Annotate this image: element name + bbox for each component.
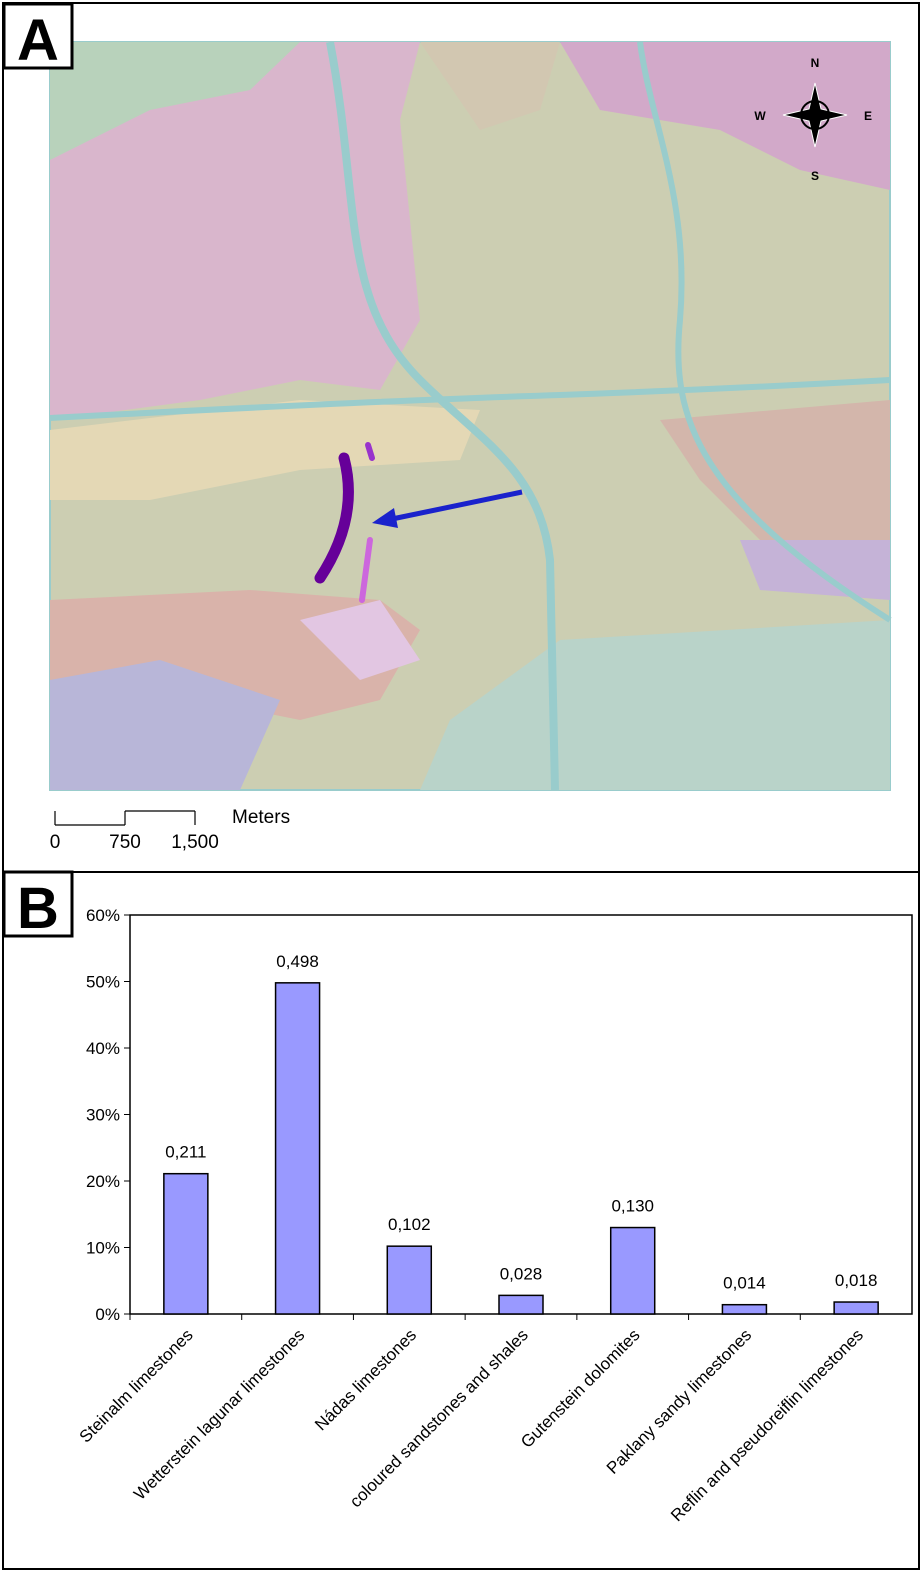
bar xyxy=(387,1246,431,1314)
y-tick-label: 50% xyxy=(86,973,120,992)
bar xyxy=(611,1228,655,1314)
data-label: 0,211 xyxy=(165,1143,206,1162)
bar xyxy=(722,1305,766,1314)
bar xyxy=(164,1174,208,1314)
plot-area xyxy=(130,915,912,1314)
compass-s: S xyxy=(811,169,819,183)
data-label: 0,498 xyxy=(276,952,319,971)
scale-label: 0 xyxy=(50,832,61,853)
map xyxy=(50,42,890,790)
y-tick-label: 60% xyxy=(86,906,120,925)
compass-w: W xyxy=(754,109,766,123)
scale-unit: Meters xyxy=(232,807,290,828)
scale-label: 1,500 xyxy=(171,832,219,853)
y-tick-label: 30% xyxy=(86,1106,120,1125)
compass-e: E xyxy=(864,109,872,123)
data-label: 0,014 xyxy=(723,1274,766,1293)
data-label: 0,130 xyxy=(611,1197,654,1216)
y-tick-label: 10% xyxy=(86,1239,120,1258)
bar xyxy=(499,1295,543,1314)
data-label: 0,102 xyxy=(388,1215,431,1234)
y-tick-label: 40% xyxy=(86,1039,120,1058)
compass-n: N xyxy=(811,56,820,70)
page: N S E W Meters A B 0 750 1,500 0% 10% 20% 30% 4… xyxy=(0,0,924,1578)
panel-label: B xyxy=(17,876,59,941)
bar xyxy=(276,983,320,1314)
data-label: 0,018 xyxy=(835,1271,878,1290)
figure: N S E W Meters A B 0 750 1,500 0% 10% 20% 30% 4… xyxy=(0,0,924,1573)
bar xyxy=(834,1302,878,1314)
y-tick-label: 0% xyxy=(95,1305,120,1324)
scale-label: 750 xyxy=(109,832,141,853)
y-tick-label: 20% xyxy=(86,1172,120,1191)
panel-label: A xyxy=(17,8,59,73)
data-label: 0,028 xyxy=(500,1264,543,1283)
